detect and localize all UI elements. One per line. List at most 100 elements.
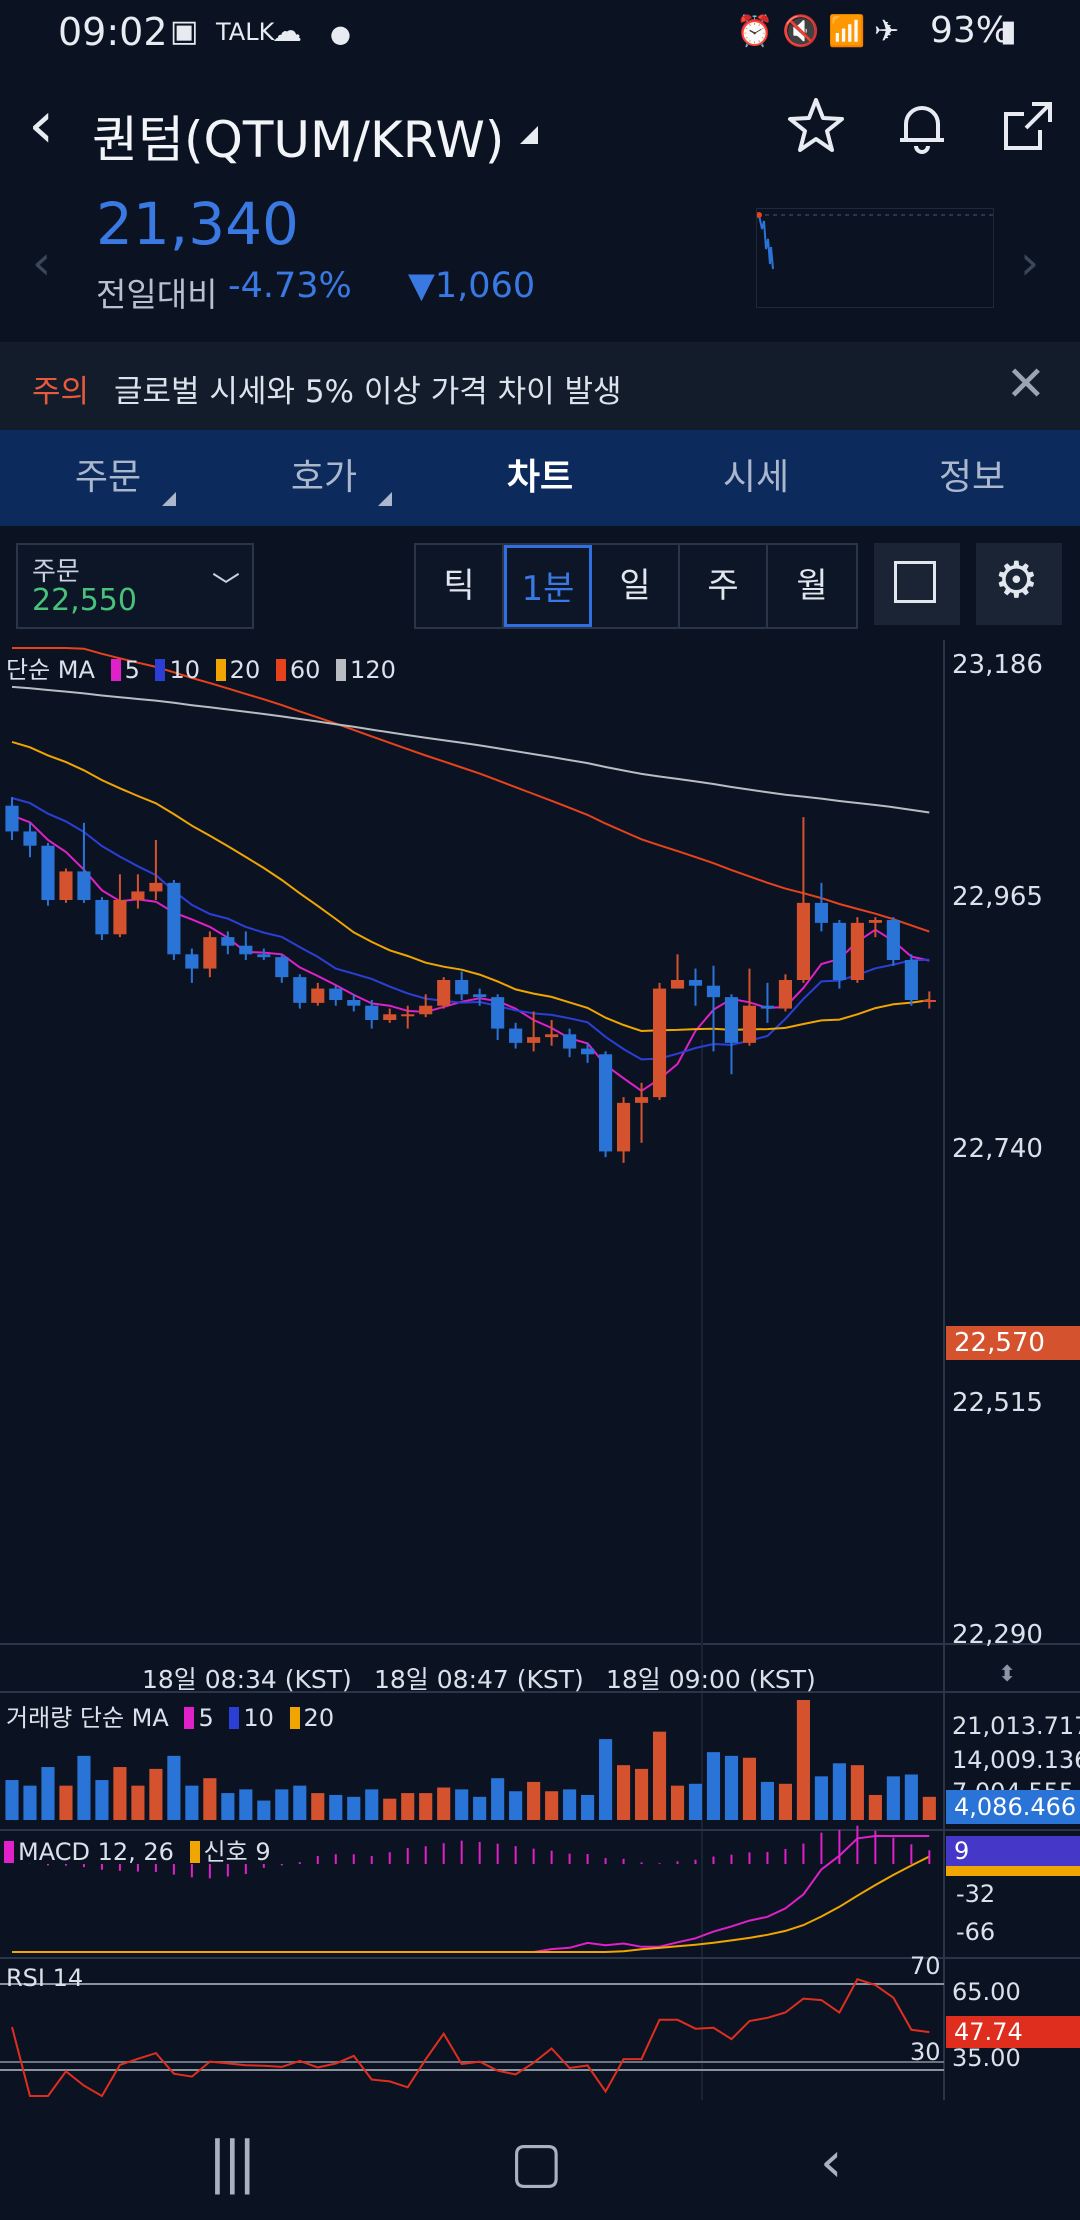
vma5-label: 5: [198, 1704, 214, 1732]
candle: [329, 988, 343, 1000]
fullscreen-button[interactable]: [874, 543, 960, 625]
volume-bar: [814, 1776, 828, 1820]
candle: [742, 1005, 757, 1043]
volume-bar: [616, 1765, 631, 1820]
tab-info[interactable]: 정보: [864, 430, 1080, 526]
volume-bar: [41, 1767, 55, 1820]
volume-bar: [239, 1789, 253, 1820]
volume-bar: [634, 1768, 649, 1820]
airplane-icon: ✈: [874, 14, 900, 49]
back-nav-icon[interactable]: ‹: [820, 2130, 843, 2195]
volume-bar: [5, 1780, 19, 1820]
dropdown-corner-icon[interactable]: [520, 126, 538, 144]
volume-bar: [347, 1796, 361, 1820]
warning-label: 주의: [32, 374, 90, 410]
signal-label: 신호 9: [203, 1838, 271, 1866]
candle: [293, 977, 307, 1003]
close-icon[interactable]: ✕: [1005, 356, 1046, 412]
volume-bar: [311, 1793, 325, 1820]
macd-current-tag: 9: [946, 1836, 1080, 1866]
candle: [886, 920, 900, 960]
volume-y-tick: 7,004.555: [952, 1778, 1075, 1792]
next-coin-icon[interactable]: ›: [1020, 235, 1040, 291]
ma5-line: [11, 814, 930, 1093]
candle: [670, 980, 685, 989]
volume-bar: [652, 1731, 667, 1820]
candle: [634, 1097, 649, 1103]
warning-banner: 주의 글로벌 시세와 5% 이상 가격 차이 발생 ✕: [0, 342, 1080, 430]
tab-order[interactable]: 주문: [0, 430, 216, 526]
prev-coin-icon[interactable]: ‹: [32, 235, 52, 291]
candle: [473, 994, 487, 998]
corner-icon: [378, 492, 392, 506]
timeframe-day[interactable]: 일: [592, 545, 680, 627]
macd-legend: MACD 12, 26 신호 9: [0, 1832, 271, 1867]
page-title[interactable]: 퀀텀(QTUM/KRW): [92, 111, 505, 169]
candle: [509, 1028, 523, 1043]
timeframe-1min[interactable]: 1분: [504, 545, 592, 627]
volume-bar: [167, 1755, 181, 1820]
rsi-upper-label: 70: [910, 1952, 941, 1980]
recent-apps-icon[interactable]: |||: [208, 2130, 257, 2195]
candle: [904, 960, 918, 1000]
tab-orderbook[interactable]: 호가: [216, 430, 432, 526]
candle: [401, 1014, 415, 1017]
timeframe-tick[interactable]: 틱: [416, 545, 504, 627]
volume-bar: [491, 1778, 505, 1820]
settings-button[interactable]: ⚙: [976, 543, 1062, 625]
x-tick: 18일 08:34 (KST): [142, 1665, 352, 1694]
candle: [347, 1000, 361, 1006]
volume-bar: [688, 1783, 703, 1820]
ma5-swatch: [110, 659, 121, 681]
tab-bar: 주문 호가 차트 시세 정보: [0, 430, 1080, 526]
resize-handle-icon[interactable]: ⬍: [998, 1662, 1017, 1687]
timeframe-month[interactable]: 월: [768, 545, 856, 627]
volume-bar: [563, 1789, 577, 1820]
volume-bar: [419, 1793, 433, 1820]
cloud-icon: ☁: [272, 14, 302, 49]
dot-icon: ●: [330, 20, 351, 48]
candle: [113, 900, 127, 935]
volume-bar: [545, 1791, 559, 1820]
order-price-select[interactable]: 주문 22,550 ﹀: [16, 543, 254, 629]
candle: [275, 957, 289, 978]
ma120-line: [11, 685, 930, 814]
volume-bar: [904, 1774, 918, 1820]
volume-bar: [437, 1787, 451, 1820]
volume-bar: [599, 1739, 613, 1820]
macd-y-tick: -32: [956, 1880, 996, 1908]
star-icon[interactable]: [784, 94, 848, 158]
candle: [167, 882, 181, 955]
volume-bar: [832, 1763, 846, 1820]
volume-bar: [203, 1778, 217, 1820]
back-icon[interactable]: ‹: [28, 86, 55, 163]
ma-legend: 단순 MA 5 10 20 60 120: [6, 650, 396, 685]
current-price: 21,340: [96, 190, 299, 258]
ma10-swatch: [155, 659, 166, 681]
volume-legend-title: 거래량 단순 MA: [6, 1704, 169, 1732]
price-chart[interactable]: 단순 MA 5 10 20 60 120 23,186 22,965 22,74…: [0, 640, 1080, 2100]
tab-quotes[interactable]: 시세: [648, 430, 864, 526]
candle: [437, 980, 451, 1006]
timeframe-selector: 틱 1분 일 주 월: [414, 543, 858, 629]
x-tick: 18일 09:00 (KST): [606, 1665, 816, 1694]
rsi-y-tick: 35.00: [952, 2044, 1021, 2072]
tab-chart[interactable]: 차트: [432, 430, 648, 526]
candle: [814, 902, 828, 923]
timeframe-week[interactable]: 주: [680, 545, 768, 627]
home-icon[interactable]: ▢: [510, 2130, 563, 2195]
candle: [311, 988, 325, 1003]
volume-bar: [329, 1794, 343, 1820]
macd-signal-line: [12, 1855, 930, 1953]
volume-bar: [724, 1755, 739, 1820]
mini-chart: [756, 208, 994, 308]
tab-label: 주문: [74, 457, 142, 498]
volume-bar: [293, 1785, 307, 1820]
candle: [760, 1005, 775, 1009]
volume-bar: [383, 1798, 397, 1820]
bell-icon[interactable]: [890, 94, 954, 158]
share-icon[interactable]: [996, 94, 1060, 158]
volume-bar: [706, 1752, 721, 1820]
volume-bar: [221, 1793, 235, 1820]
vma10-swatch: [229, 1707, 240, 1729]
